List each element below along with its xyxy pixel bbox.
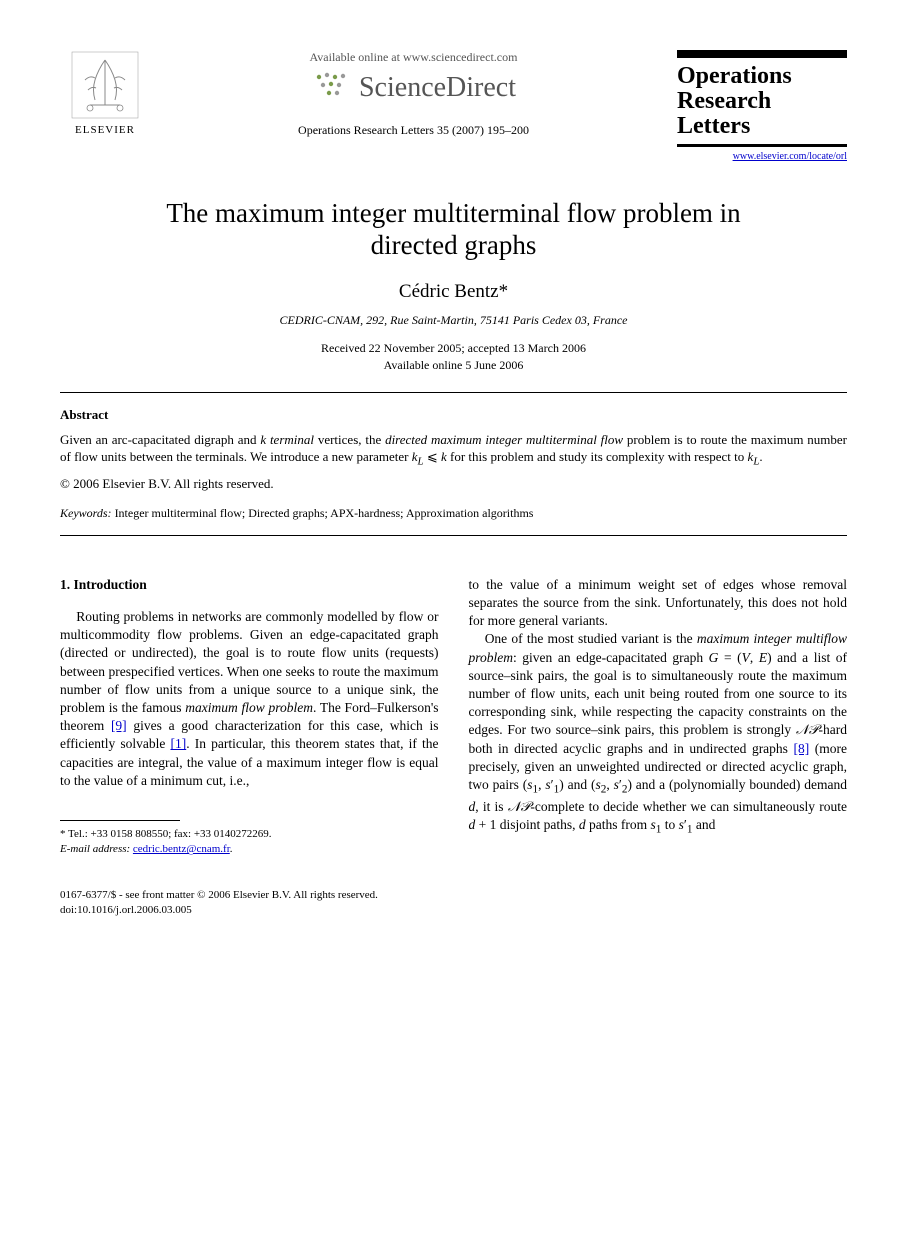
author-name: Cédric Bentz	[399, 281, 499, 302]
ref-8[interactable]: [8]	[793, 741, 809, 756]
column-left: 1. Introduction Routing problems in netw…	[60, 576, 439, 858]
journal-line3: Letters	[677, 114, 847, 139]
rule-above-abstract	[60, 392, 847, 393]
footer-doi: doi:10.1016/j.orl.2006.03.005	[60, 903, 847, 918]
article-dates: Received 22 November 2005; accepted 13 M…	[60, 340, 847, 374]
journal-bar-thin	[677, 144, 847, 147]
article-title: The maximum integer multiterminal flow p…	[120, 197, 787, 262]
publisher-logo-block: ELSEVIER	[60, 50, 150, 136]
available-online-text: Available online at www.sciencedirect.co…	[170, 50, 657, 65]
column-right: to the value of a minimum weight set of …	[469, 576, 848, 858]
corresponding-footnote: * Tel.: +33 0158 808550; fax: +33 014027…	[60, 827, 439, 858]
dates-online: Available online 5 June 2006	[60, 357, 847, 374]
email-link[interactable]: cedric.bentz@cnam.fr	[133, 843, 230, 855]
abstract-heading: Abstract	[60, 407, 847, 423]
dates-received: Received 22 November 2005; accepted 13 M…	[60, 340, 847, 357]
author-marker: *	[499, 281, 509, 302]
header-center: Available online at www.sciencedirect.co…	[150, 50, 677, 138]
elsevier-tree-icon	[60, 50, 150, 120]
keywords-label: Keywords:	[60, 506, 112, 520]
abstract-copyright: © 2006 Elsevier B.V. All rights reserved…	[60, 476, 847, 492]
body-columns: 1. Introduction Routing problems in netw…	[60, 576, 847, 858]
journal-title-block: Operations Research Letters www.elsevier…	[677, 50, 847, 162]
author-line: Cédric Bentz*	[60, 281, 847, 303]
abstract-body: Given an arc-capacitated digraph and k t…	[60, 431, 847, 470]
section-1-heading: 1. Introduction	[60, 576, 439, 594]
journal-url[interactable]: www.elsevier.com/locate/orl	[677, 151, 847, 162]
email-label: E-mail address:	[60, 843, 130, 855]
page-header: ELSEVIER Available online at www.science…	[60, 50, 847, 162]
journal-line1: Operations	[677, 64, 847, 89]
intro-para-1-cont: to the value of a minimum weight set of …	[469, 576, 848, 631]
journal-line2: Research	[677, 89, 847, 114]
footnote-tel: * Tel.: +33 0158 808550; fax: +33 014027…	[60, 827, 439, 842]
footer-front-matter: 0167-6377/$ - see front matter © 2006 El…	[60, 888, 847, 903]
footnote-email: E-mail address: cedric.bentz@cnam.fr.	[60, 842, 439, 857]
rule-below-keywords	[60, 535, 847, 536]
sciencedirect-text: ScienceDirect	[359, 72, 516, 104]
intro-para-1: Routing problems in networks are commonl…	[60, 608, 439, 790]
journal-name: Operations Research Letters	[677, 64, 847, 140]
intro-para-2: One of the most studied variant is the m…	[469, 630, 848, 838]
sciencedirect-logo: ScienceDirect	[170, 71, 657, 105]
ref-1[interactable]: [1]	[170, 736, 186, 751]
sciencedirect-dots-icon	[311, 71, 351, 105]
footnote-rule	[60, 820, 180, 821]
affiliation: CEDRIC-CNAM, 292, Rue Saint-Martin, 7514…	[60, 313, 847, 328]
journal-bar-thick	[677, 50, 847, 58]
citation-line: Operations Research Letters 35 (2007) 19…	[170, 123, 657, 138]
keywords-line: Keywords: Integer multiterminal flow; Di…	[60, 506, 847, 521]
ref-9[interactable]: [9]	[111, 718, 127, 733]
publisher-name: ELSEVIER	[60, 124, 150, 136]
page-footer: 0167-6377/$ - see front matter © 2006 El…	[60, 888, 847, 919]
keywords-text: Integer multiterminal flow; Directed gra…	[112, 506, 534, 520]
